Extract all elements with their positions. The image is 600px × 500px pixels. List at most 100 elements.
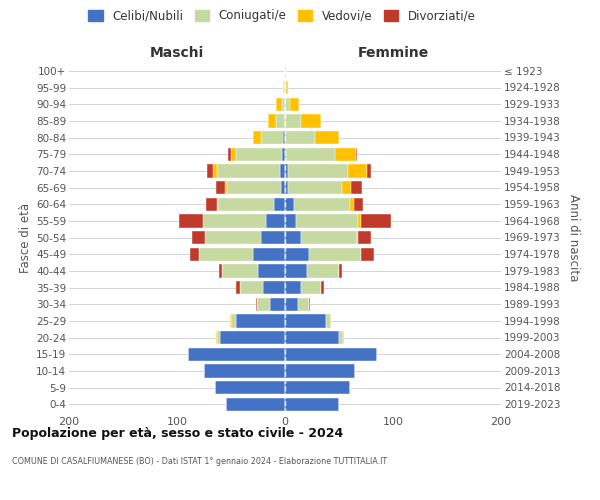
Bar xyxy=(231,148,236,161)
Bar xyxy=(285,398,339,411)
Bar xyxy=(298,298,309,311)
Bar xyxy=(296,214,358,228)
Bar xyxy=(286,148,335,161)
Bar xyxy=(206,198,217,211)
Bar xyxy=(307,264,339,278)
Bar xyxy=(285,81,286,94)
Bar xyxy=(258,264,285,278)
Bar xyxy=(354,198,363,211)
Bar xyxy=(217,198,218,211)
Bar xyxy=(236,148,282,161)
Bar xyxy=(285,364,355,378)
Bar xyxy=(253,248,285,261)
Bar xyxy=(315,131,339,144)
Bar xyxy=(361,248,374,261)
Bar xyxy=(285,348,377,361)
Bar xyxy=(219,264,223,278)
Bar xyxy=(192,231,205,244)
Bar xyxy=(285,181,288,194)
Text: Maschi: Maschi xyxy=(150,46,204,60)
Bar xyxy=(257,298,270,311)
Bar xyxy=(217,164,280,177)
Bar xyxy=(285,131,315,144)
Bar xyxy=(358,214,361,228)
Bar xyxy=(188,348,285,361)
Bar xyxy=(203,214,266,228)
Bar xyxy=(326,314,331,328)
Bar xyxy=(285,164,288,177)
Bar xyxy=(286,81,288,94)
Y-axis label: Fasce di età: Fasce di età xyxy=(19,202,32,272)
Bar xyxy=(335,148,356,161)
Bar xyxy=(261,231,285,244)
Bar xyxy=(288,181,342,194)
Bar xyxy=(301,114,320,128)
Bar xyxy=(280,164,285,177)
Bar xyxy=(215,381,285,394)
Bar xyxy=(356,148,358,161)
Bar xyxy=(281,181,285,194)
Bar xyxy=(285,314,326,328)
Bar xyxy=(285,248,309,261)
Bar xyxy=(350,198,354,211)
Bar xyxy=(339,331,343,344)
Bar xyxy=(347,164,367,177)
Bar xyxy=(224,181,227,194)
Bar xyxy=(263,281,285,294)
Bar xyxy=(343,331,344,344)
Bar xyxy=(282,148,285,161)
Bar xyxy=(212,164,217,177)
Bar xyxy=(320,281,324,294)
Bar xyxy=(285,64,286,78)
Bar xyxy=(266,214,285,228)
Bar xyxy=(261,131,283,144)
Bar xyxy=(277,98,282,111)
Bar xyxy=(342,181,351,194)
Bar xyxy=(309,248,361,261)
Bar xyxy=(217,331,220,344)
Bar xyxy=(301,281,320,294)
Bar xyxy=(236,281,239,294)
Bar xyxy=(367,164,371,177)
Bar xyxy=(285,198,293,211)
Bar xyxy=(339,264,342,278)
Bar xyxy=(285,281,301,294)
Bar xyxy=(199,248,253,261)
Bar xyxy=(207,164,212,177)
Bar xyxy=(288,164,347,177)
Bar xyxy=(358,231,371,244)
Bar xyxy=(256,298,257,311)
Bar xyxy=(285,264,307,278)
Bar xyxy=(231,314,236,328)
Bar xyxy=(223,264,258,278)
Bar xyxy=(216,181,224,194)
Text: COMUNE DI CASALFIUMANESE (BO) - Dati ISTAT 1° gennaio 2024 - Elaborazione TUTTIT: COMUNE DI CASALFIUMANESE (BO) - Dati IST… xyxy=(12,458,387,466)
Bar xyxy=(239,281,263,294)
Bar xyxy=(236,314,285,328)
Bar xyxy=(268,114,277,128)
Bar xyxy=(283,81,284,94)
Bar xyxy=(285,148,286,161)
Bar xyxy=(227,181,281,194)
Bar xyxy=(301,231,358,244)
Bar xyxy=(285,331,339,344)
Y-axis label: Anni di nascita: Anni di nascita xyxy=(567,194,580,281)
Bar xyxy=(284,81,285,94)
Bar xyxy=(179,214,203,228)
Bar xyxy=(285,298,298,311)
Text: Femmine: Femmine xyxy=(358,46,428,60)
Bar xyxy=(309,298,310,311)
Bar xyxy=(190,248,199,261)
Bar xyxy=(230,314,231,328)
Bar xyxy=(253,131,261,144)
Bar xyxy=(216,331,217,344)
Bar xyxy=(285,114,301,128)
Bar xyxy=(361,214,391,228)
Legend: Celibi/Nubili, Coniugati/e, Vedovi/e, Divorziati/e: Celibi/Nubili, Coniugati/e, Vedovi/e, Di… xyxy=(85,6,479,26)
Bar xyxy=(277,114,285,128)
Bar xyxy=(282,98,285,111)
Bar xyxy=(205,231,261,244)
Bar xyxy=(228,148,231,161)
Bar xyxy=(283,131,285,144)
Text: Popolazione per età, sesso e stato civile - 2024: Popolazione per età, sesso e stato civil… xyxy=(12,428,343,440)
